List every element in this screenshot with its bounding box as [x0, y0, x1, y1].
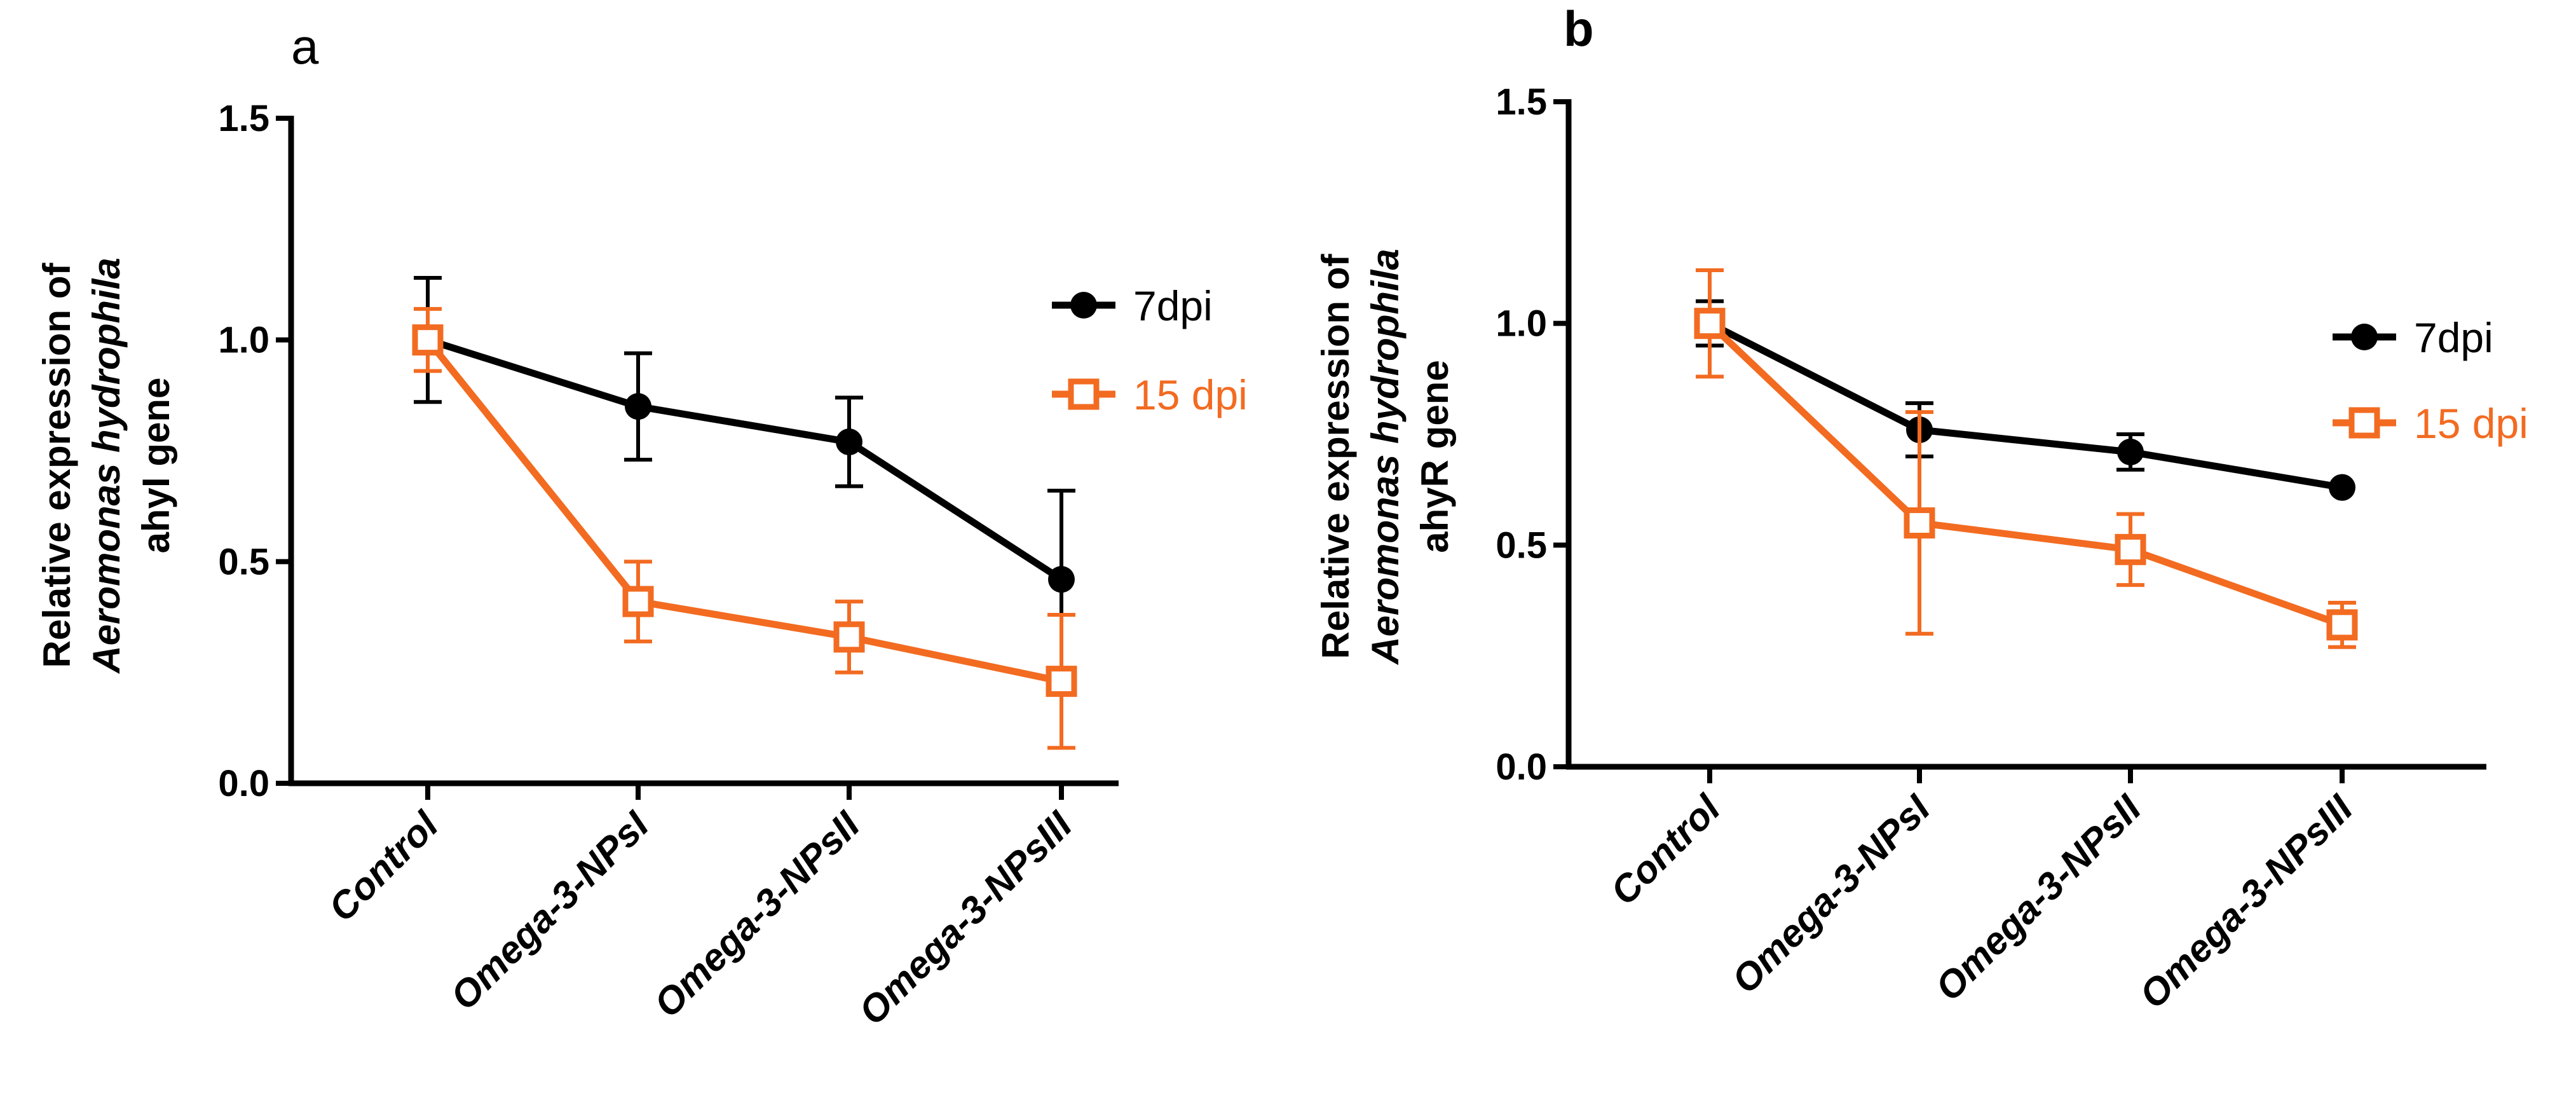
panel-b-ytick-label: 1.0: [1496, 303, 1547, 345]
panel-a-ytick-label: 1.0: [218, 320, 269, 361]
panel-a-point-15dpi: [622, 586, 654, 617]
panel-a-point-7dpi: [836, 429, 862, 456]
panel-b-point-7dpi: [2329, 474, 2355, 501]
panel-a-legend-label: 7dpi: [1133, 282, 1213, 329]
panel-a-ytick-label: 0.0: [218, 763, 269, 804]
panel-a-category-label: Omega-3-NPsI: [442, 803, 657, 1018]
panel-b-legend-label: 15 dpi: [2414, 400, 2528, 447]
panel-b-label: b: [1564, 1, 1594, 57]
panel-a-series-line: [425, 338, 1063, 685]
panel-a-label: a: [291, 18, 319, 74]
panel-b-ylabel-line3: ahyR gene: [1414, 360, 1456, 553]
panel-a-ylabel-line3: ahyI gene: [135, 378, 177, 554]
panel-a-legend-marker: [1068, 378, 1100, 410]
panel-a-category-label: Control: [320, 803, 447, 930]
panel-b: b Relative expression of Aeromonas hydro…: [1314, 1, 2528, 1017]
panel-b-ytick-label: 0.0: [1496, 746, 1547, 788]
panel-b-ytick-label: 1.5: [1496, 81, 1547, 123]
panel-a-series-line: [426, 336, 1063, 582]
panel-a-ylabel-line2: Aeromonas hydrophila: [85, 257, 128, 674]
panel-a-ytick-label: 0.5: [218, 541, 269, 582]
panel-a-point-15dpi: [833, 621, 865, 653]
panel-b-ylabel-line1: Relative expression of: [1314, 254, 1357, 659]
panel-a-legend-label: 15 dpi: [1133, 371, 1248, 418]
panel-b-ylabel-line2: Aeromonas hydrophila: [1364, 249, 1407, 665]
panel-a-ytick-label: 1.5: [218, 98, 269, 139]
panel-b-point-7dpi: [2117, 438, 2144, 465]
panel-a-plot: 0.00.51.01.5ControlOmega-3-NPsIOmega-3-N…: [218, 98, 1247, 1033]
panel-b-category-label: Omega-3-NPsII: [1927, 786, 2150, 1009]
panel-b-legend-label: 7dpi: [2414, 314, 2493, 361]
panel-b-category-label: Control: [1602, 786, 1729, 913]
panel-a-point-15dpi: [412, 324, 444, 356]
panel-b-category-label: Omega-3-NPsI: [1724, 786, 1939, 1001]
panel-b-legend-marker: [2348, 407, 2380, 439]
panel-a-point-7dpi: [625, 393, 651, 420]
panel-b-point-15dpi: [2326, 609, 2358, 641]
panel-b-point-15dpi: [1694, 308, 1726, 340]
panel-a-point-15dpi: [1046, 666, 1077, 697]
panel-a-ylabel-line1: Relative expression of: [36, 263, 78, 668]
panel-a: a Relative expression of Aeromonas hydro…: [36, 18, 1248, 1033]
panel-a-category-label: Omega-3-NPsII: [646, 803, 868, 1026]
panel-b-series-line: [1708, 320, 2343, 491]
panel-b-point-15dpi: [1904, 507, 1935, 539]
panel-b-series-line: [1707, 320, 2343, 629]
panel-b-plot: 0.00.51.01.5ControlOmega-3-NPsIOmega-3-N…: [1496, 81, 2528, 1017]
panel-b-category-label: Omega-3-NPsIII: [2131, 786, 2361, 1017]
panel-b-ytick-label: 0.5: [1496, 525, 1547, 566]
panel-b-legend-marker: [2351, 324, 2378, 350]
panel-a-point-7dpi: [1048, 566, 1075, 593]
panel-a-category-label: Omega-3-NPsIII: [850, 803, 1080, 1033]
panel-b-point-15dpi: [2115, 533, 2146, 565]
panel-a-legend-marker: [1070, 292, 1097, 319]
